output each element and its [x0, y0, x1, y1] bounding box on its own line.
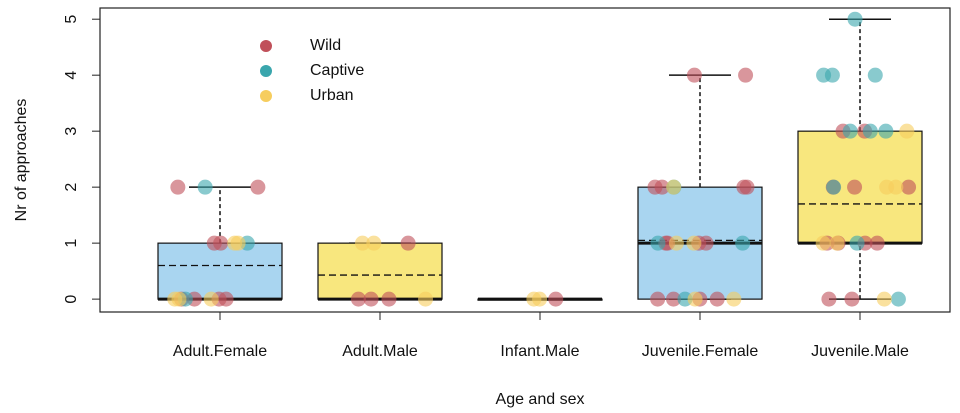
- legend-label: Wild: [310, 37, 341, 54]
- data-point: [350, 291, 366, 307]
- data-point: [739, 179, 755, 195]
- x-tick-label: Juvenile.Male: [811, 343, 909, 360]
- data-point: [847, 179, 863, 195]
- legend-marker: [260, 90, 272, 102]
- data-point: [227, 235, 243, 251]
- data-point: [878, 123, 894, 139]
- data-point: [354, 235, 370, 251]
- data-point: [901, 179, 917, 195]
- y-tick-label: 4: [63, 71, 80, 80]
- data-point: [842, 123, 858, 139]
- data-point: [366, 235, 382, 251]
- y-tick-label: 5: [63, 15, 80, 24]
- data-point: [213, 235, 229, 251]
- data-point: [381, 291, 397, 307]
- box: [157, 242, 283, 300]
- data-point: [686, 67, 702, 83]
- data-point: [709, 291, 725, 307]
- data-point: [167, 291, 183, 307]
- data-point: [687, 291, 703, 307]
- data-point: [526, 291, 542, 307]
- data-point: [726, 291, 742, 307]
- data-point: [888, 179, 904, 195]
- data-point: [418, 291, 434, 307]
- data-point: [876, 291, 892, 307]
- data-point: [847, 11, 863, 27]
- data-point: [666, 291, 682, 307]
- data-point: [844, 291, 860, 307]
- data-point: [197, 179, 213, 195]
- data-point: [400, 235, 416, 251]
- data-point: [821, 291, 837, 307]
- data-point: [686, 235, 702, 251]
- data-point: [363, 291, 379, 307]
- data-point: [824, 67, 840, 83]
- y-tick-label: 2: [63, 183, 80, 192]
- data-point: [250, 179, 266, 195]
- data-point: [650, 235, 666, 251]
- data-point: [815, 235, 831, 251]
- y-tick-label: 3: [63, 127, 80, 136]
- legend-marker: [260, 65, 272, 77]
- data-point: [867, 67, 883, 83]
- plot-frame: [99, 7, 951, 313]
- legend-label: Urban: [310, 87, 354, 104]
- data-point: [869, 235, 885, 251]
- data-point: [899, 123, 915, 139]
- data-point: [668, 235, 684, 251]
- data-point: [666, 179, 682, 195]
- x-tick-label: Adult.Female: [173, 343, 267, 360]
- box: [317, 242, 443, 300]
- x-tick-label: Adult.Male: [342, 343, 418, 360]
- data-point: [738, 67, 754, 83]
- y-axis-title: Nr of approaches: [13, 99, 30, 222]
- data-point: [735, 235, 751, 251]
- data-point: [218, 291, 234, 307]
- legend-label: Captive: [310, 62, 364, 79]
- data-point: [548, 291, 564, 307]
- data-point: [654, 179, 670, 195]
- y-tick-label: 0: [63, 295, 80, 304]
- y-tick-label: 1: [63, 239, 80, 248]
- data-point: [826, 179, 842, 195]
- data-point: [203, 291, 219, 307]
- data-point: [650, 291, 666, 307]
- x-tick-label: Juvenile.Female: [642, 343, 759, 360]
- x-tick-label: Infant.Male: [500, 343, 579, 360]
- data-point: [862, 123, 878, 139]
- legend-marker: [260, 40, 272, 52]
- data-point: [849, 235, 865, 251]
- x-axis-title: Age and sex: [496, 391, 585, 408]
- data-point: [890, 291, 906, 307]
- data-point: [829, 235, 845, 251]
- data-point: [170, 179, 186, 195]
